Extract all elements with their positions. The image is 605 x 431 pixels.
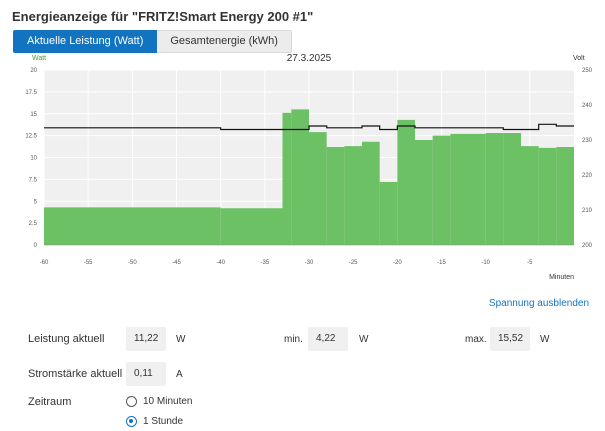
tab-total-energy[interactable]: Gesamtenergie (kWh) xyxy=(157,30,292,53)
x-tick-label: -20 xyxy=(393,260,402,266)
current-unit: A xyxy=(176,369,183,380)
y-tick-label: 0 xyxy=(34,243,38,249)
power-bar xyxy=(291,109,309,245)
power-bar xyxy=(220,208,283,245)
tab-bar: Aktuelle Leistung (Watt) Gesamtenergie (… xyxy=(13,30,292,53)
y2-tick-label: 240 xyxy=(582,103,593,109)
power-bar xyxy=(379,182,398,245)
radio-10-minutes-label[interactable]: 10 Minuten xyxy=(143,396,193,407)
power-bar xyxy=(432,135,451,245)
power-bar xyxy=(362,141,380,245)
power-bar xyxy=(468,133,486,245)
min-label: min. xyxy=(284,334,303,345)
y-tick-label: 12.5 xyxy=(25,134,37,140)
chart-date: 27.3.2025 xyxy=(287,53,332,64)
radio-10-minutes[interactable] xyxy=(126,396,137,407)
power-bar xyxy=(309,132,327,245)
x-tick-label: -5 xyxy=(527,260,533,266)
y2-tick-label: 210 xyxy=(582,208,593,214)
x-tick-label: -25 xyxy=(349,260,358,266)
power-bar xyxy=(326,147,345,245)
y-tick-label: 5 xyxy=(34,199,38,205)
power-unit: W xyxy=(176,334,186,345)
x-tick-label: -60 xyxy=(40,260,49,266)
power-bar xyxy=(415,140,433,245)
power-bar xyxy=(485,133,504,245)
y-tick-label: 10 xyxy=(30,156,37,162)
voltage-line xyxy=(44,123,574,131)
y2-tick-label: 220 xyxy=(582,173,593,179)
power-bar xyxy=(450,133,468,245)
power-bar xyxy=(521,146,539,245)
power-chart: -60 -55 -50 -45 -40 -35 -30 -25 -20 -15 -10 -502.55… xyxy=(25,53,592,281)
x-tick-label: -10 xyxy=(481,260,490,266)
x-tick-label: -15 xyxy=(437,260,446,266)
current-label: Stromstärke aktuell xyxy=(28,368,123,380)
y2-tick-label: 250 xyxy=(582,68,593,74)
y-tick-label: 20 xyxy=(30,68,37,74)
radio-1-hour[interactable] xyxy=(126,416,137,427)
power-bar xyxy=(282,112,292,245)
hide-voltage-link[interactable]: Spannung ausblenden xyxy=(488,298,589,309)
x-tick-label: -40 xyxy=(216,260,225,266)
x-tick-label: -50 xyxy=(128,260,137,266)
max-value: 15,52 xyxy=(490,327,530,351)
max-label: max. xyxy=(465,334,487,345)
tab-current-power[interactable]: Aktuelle Leistung (Watt) xyxy=(13,30,158,53)
x-tick-label: -55 xyxy=(84,260,93,266)
power-bar xyxy=(344,146,362,245)
left-axis-title: Watt xyxy=(32,55,46,62)
y2-tick-label: 200 xyxy=(582,243,593,249)
power-bar xyxy=(503,133,521,245)
y-tick-label: 17.5 xyxy=(25,90,37,96)
power-bars xyxy=(44,109,574,245)
y-tick-label: 7.5 xyxy=(29,177,38,183)
min-unit: W xyxy=(359,334,369,345)
y-tick-label: 2.5 xyxy=(29,221,38,227)
axis-labels: -60 -55 -50 -45 -40 -35 -30 -25 -20 -15 -10 -502.55… xyxy=(25,68,592,266)
max-unit: W xyxy=(540,334,550,345)
page-title: Energieanzeige für "FRITZ!Smart Energy 2… xyxy=(12,9,314,24)
x-tick-label: -35 xyxy=(260,260,269,266)
power-bar xyxy=(44,207,221,245)
y2-tick-label: 230 xyxy=(582,138,593,144)
x-tick-label: -45 xyxy=(172,260,181,266)
power-bar xyxy=(397,119,415,245)
x-axis-title: Minuten xyxy=(549,274,574,281)
power-label: Leistung aktuell xyxy=(28,333,105,345)
y-tick-label: 15 xyxy=(30,112,37,118)
current-value: 0,11 xyxy=(126,362,166,386)
power-bar xyxy=(538,147,557,245)
period-label: Zeitraum xyxy=(28,396,72,408)
radio-1-hour-label[interactable]: 1 Stunde xyxy=(143,416,184,427)
power-bar xyxy=(556,147,574,245)
power-value: 11,22 xyxy=(126,327,166,351)
x-tick-label: -30 xyxy=(305,260,314,266)
min-value: 4,22 xyxy=(308,327,348,351)
right-axis-title: Volt xyxy=(573,55,585,62)
